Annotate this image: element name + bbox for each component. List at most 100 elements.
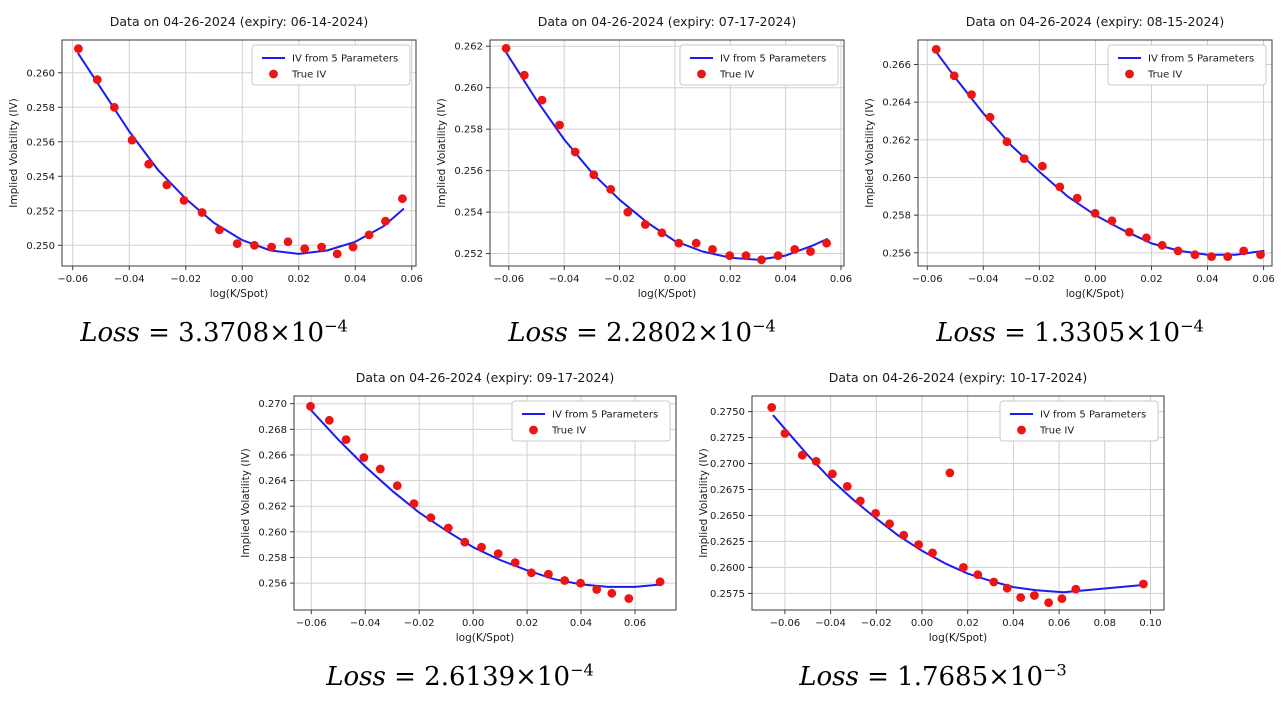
y-tick-label: 0.252	[454, 249, 483, 260]
loss-label-3: Loss = 1.3305×10−4	[860, 316, 1280, 350]
scatter-point	[842, 482, 852, 491]
chart-title: Data on 04-26-2024 (expiry: 08-15-2024)	[966, 14, 1224, 29]
y-tick-label: 0.268	[258, 425, 287, 436]
scatter-point	[1207, 252, 1216, 261]
scatter-point	[767, 403, 777, 412]
scatter-point	[1057, 594, 1067, 603]
scatter-point	[306, 401, 315, 411]
iv-fit-figure-4: −0.06 −0.04 −0.02 0.00 0.02 0.04 0.06 0.256 0.25…	[236, 360, 684, 694]
scatter-point	[674, 238, 684, 248]
row-top: −0.06 −0.04 −0.02 0.00 0.02 0.04 0.06 0.250 0.25…	[0, 0, 1284, 350]
scatter-point	[317, 242, 326, 252]
x-tick-label: −0.02	[861, 618, 892, 629]
y-tick-label: 0.258	[454, 125, 483, 136]
x-tick-label: −0.02	[404, 618, 435, 629]
scatter-series	[931, 45, 1265, 261]
loss-mantissa: 2.2802	[606, 318, 698, 348]
x-tick-label: 0.06	[1252, 274, 1274, 285]
loss-exponent: −4	[1180, 316, 1204, 336]
scatter-point	[1030, 591, 1039, 600]
y-tick-label: 0.266	[258, 450, 287, 461]
scatter-point	[537, 95, 547, 105]
x-tick-label: 0.00	[911, 618, 933, 629]
scatter-point	[144, 159, 154, 169]
loss-label-1: Loss = 3.3708×10−4	[4, 316, 424, 350]
scatter-point	[1107, 216, 1117, 226]
loss-times-base: ×10	[515, 662, 571, 692]
scatter-point	[477, 542, 486, 552]
legend-dot-sample	[697, 69, 706, 79]
legend: IV from 5 Parameters True IV	[511, 400, 671, 442]
scatter-series	[767, 403, 1148, 608]
y-axis-label: Implied Volatility (IV)	[8, 98, 20, 207]
y-tick-label: 0.2575	[710, 589, 745, 600]
y-tick-label: 0.264	[882, 98, 911, 109]
chart-title: Data on 04-26-2024 (expiry: 10-17-2024)	[829, 370, 1087, 385]
scatter-point	[127, 135, 137, 145]
scatter-point	[1038, 161, 1047, 171]
x-tick-label: 0.02	[719, 274, 741, 285]
fit-line	[772, 414, 1143, 594]
scatter-point	[232, 239, 242, 249]
y-tick-label: 0.256	[882, 248, 911, 259]
scatter-point	[623, 207, 633, 217]
x-tick-label: 0.02	[516, 618, 538, 629]
x-tick-label: 0.06	[624, 618, 646, 629]
scatter-point	[398, 194, 407, 204]
scatter-point	[359, 453, 369, 462]
scatter-point	[607, 588, 617, 598]
scatter-point	[560, 576, 569, 585]
x-tick-label: 0.06	[830, 274, 852, 285]
scatter-point	[324, 415, 334, 425]
loss-mantissa: 1.7685	[897, 662, 989, 692]
scatter-point	[74, 44, 83, 53]
scatter-point	[283, 237, 293, 247]
iv-chart-svg-4: −0.06 −0.04 −0.02 0.00 0.02 0.04 0.06 0.256 0.25…	[240, 370, 677, 644]
loss-mantissa: 3.3708	[178, 318, 270, 348]
x-tick-label: −0.02	[604, 274, 635, 285]
scatter-point	[409, 499, 419, 508]
fit-line	[77, 52, 405, 255]
loss-times-base: ×10	[988, 662, 1044, 692]
scatter-point	[1071, 584, 1081, 594]
scatter-series	[74, 44, 407, 259]
scatter-point	[797, 450, 807, 460]
y-tick-label: 0.262	[882, 135, 911, 146]
scatter-point	[592, 585, 602, 594]
legend-dot-label: True IV	[551, 426, 586, 437]
loss-equals: =	[148, 318, 170, 348]
legend-dot-sample	[269, 69, 278, 79]
legend: IV from 5 Parameters True IV	[251, 44, 411, 86]
scatter-point	[1016, 593, 1026, 602]
legend-line-label: IV from 5 Parameters	[552, 410, 658, 421]
legend-dot-label: True IV	[291, 70, 326, 81]
y-tick-label: 0.256	[26, 137, 55, 148]
chart-title: Data on 04-26-2024 (expiry: 06-14-2024)	[110, 14, 368, 29]
loss-word: Loss	[326, 662, 386, 692]
legend-line-label: IV from 5 Parameters	[292, 54, 398, 65]
scatter-point	[426, 513, 436, 523]
scatter-point	[375, 464, 385, 474]
scatter-point	[606, 184, 616, 194]
x-tick-label: −0.06	[57, 274, 88, 285]
scatter-point	[855, 496, 865, 506]
y-tick-label: 0.270	[258, 399, 287, 410]
y-tick-label: 0.2625	[710, 537, 745, 548]
scatter-point	[949, 71, 959, 81]
scatter-point	[1090, 208, 1100, 218]
axis-ticks: −0.06 −0.04 −0.02 0.00 0.02 0.04 0.06 0.256 0.25…	[258, 399, 646, 629]
x-axis-label: log(K/Spot)	[929, 632, 988, 644]
scatter-point	[544, 569, 553, 579]
scatter-point	[215, 225, 224, 235]
scatter-point	[332, 249, 342, 259]
plot-border	[61, 39, 417, 267]
loss-exponent: −4	[324, 316, 348, 336]
x-tick-label: −0.04	[549, 274, 580, 285]
legend-dot-sample	[1017, 425, 1026, 435]
y-tick-label: 0.262	[258, 502, 287, 513]
x-tick-label: 0.00	[231, 274, 253, 285]
scatter-series	[306, 401, 665, 603]
y-tick-label: 0.2725	[710, 433, 745, 444]
y-axis-label: Implied Volatility (IV)	[436, 98, 448, 207]
chart-title: Data on 04-26-2024 (expiry: 07-17-2024)	[538, 14, 796, 29]
